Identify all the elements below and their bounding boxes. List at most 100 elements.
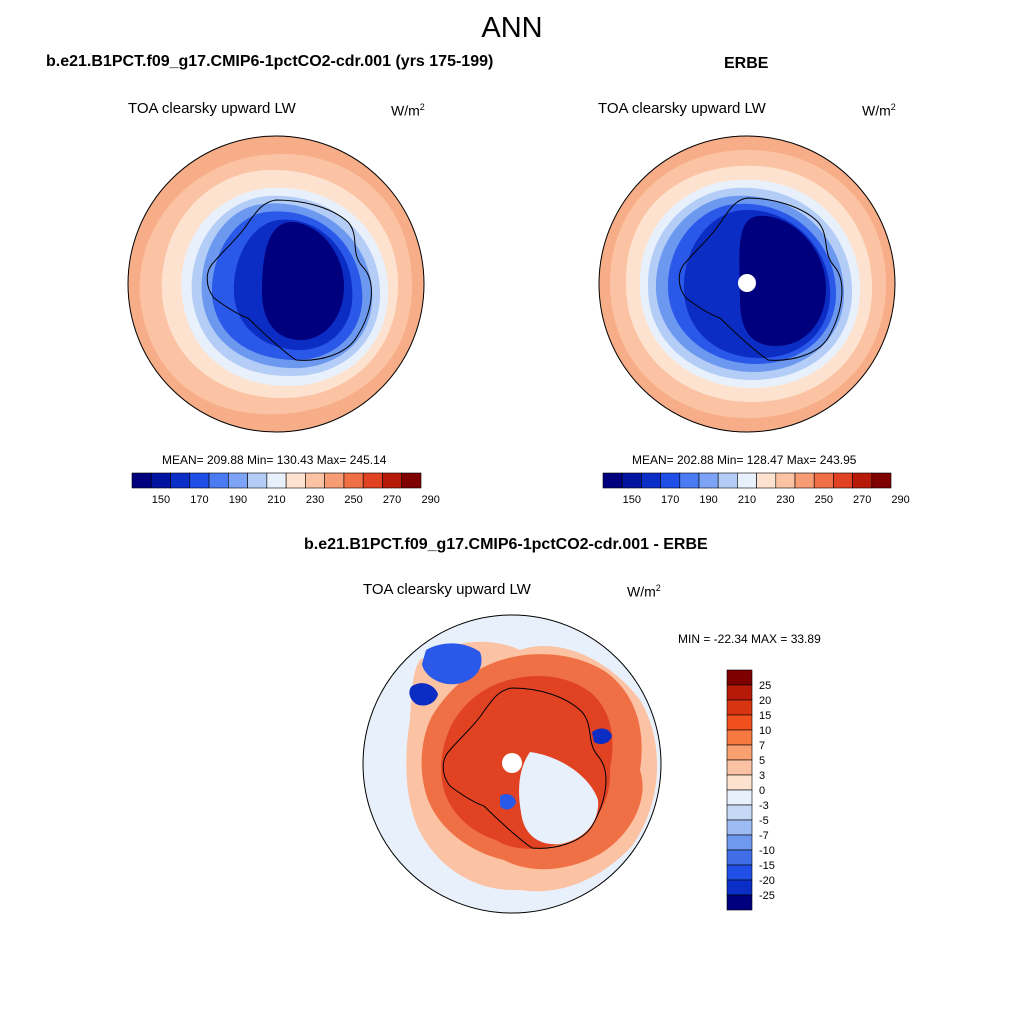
model-colorbar-box [401, 472, 422, 489]
diff-colorbar-box [726, 834, 753, 851]
diff-pole-hole [502, 753, 522, 773]
diff-case-title: b.e21.B1PCT.f09_g17.CMIP6-1pctCO2-cdr.00… [304, 536, 708, 553]
model-colorbar-box [208, 472, 229, 489]
model-colorbar-box [189, 472, 210, 489]
model-units: W/m2 [391, 102, 425, 119]
diff-colorbar-tick-label: 3 [759, 770, 765, 782]
obs-colorbar-box [602, 472, 623, 489]
model-colorbar-tick-label: 150 [152, 494, 170, 506]
obs-colorbar-box [756, 472, 777, 489]
obs-colorbar-tick-label: 290 [891, 494, 909, 506]
diff-polar-map [362, 614, 662, 914]
model-colorbar-tick-label: 210 [267, 494, 285, 506]
obs-colorbar-box [717, 472, 738, 489]
obs-case-title: ERBE [724, 55, 769, 72]
diff-colorbar-box [726, 714, 753, 731]
diff-blue-patch-north [422, 643, 482, 685]
diff-colorbar-box [726, 774, 753, 791]
diff-colorbar-tick-label: -20 [759, 875, 775, 887]
obs-colorbar-tick-label: 270 [853, 494, 871, 506]
model-colorbar-box [170, 472, 191, 489]
diff-variable-label: TOA clearsky upward LW [363, 581, 531, 598]
obs-colorbar-tick-label: 230 [776, 494, 794, 506]
diff-colorbar-tick-label: -3 [759, 800, 769, 812]
diff-colorbar-tick-label: -15 [759, 860, 775, 872]
obs-stats: MEAN= 202.88 Min= 128.47 Max= 243.95 [632, 453, 857, 467]
obs-colorbar-box [775, 472, 796, 489]
diff-units: W/m2 [627, 583, 661, 600]
diff-colorbar-tick-label: 7 [759, 740, 765, 752]
model-colorbar-tick-label: 230 [306, 494, 324, 506]
model-colorbar-box [150, 472, 171, 489]
model-colorbar-tick-label: 170 [190, 494, 208, 506]
model-colorbar-box [362, 472, 383, 489]
model-colorbar-box [131, 472, 152, 489]
obs-map-border [598, 135, 896, 433]
diff-colorbar-box [726, 864, 753, 881]
obs-colorbar-box [660, 472, 681, 489]
obs-core-deep [739, 215, 826, 346]
model-stats: MEAN= 209.88 Min= 130.43 Max= 245.14 [162, 453, 387, 467]
obs-variable-label: TOA clearsky upward LW [598, 100, 766, 117]
diff-blue-patch-east [592, 728, 612, 744]
model-colorbar-tick-label: 190 [229, 494, 247, 506]
obs-colorbar-box [737, 472, 757, 489]
diff-colorbar-tick-label: 10 [759, 725, 771, 737]
diff-inner-light-patch [519, 752, 599, 845]
diff-colorbar-tick-label: -5 [759, 815, 769, 827]
diff-colorbar-box [726, 684, 753, 701]
diff-colorbar-tick-label: -25 [759, 890, 775, 902]
diff-colorbar-box [726, 819, 753, 836]
model-colorbar-box [266, 472, 287, 489]
model-colorbar-box [343, 472, 364, 489]
diff-colorbar-box [726, 894, 753, 911]
model-colorbar-tick-label: 270 [383, 494, 401, 506]
diff-colorbar-box [726, 744, 753, 761]
diff-blue-patch-west [409, 683, 438, 706]
obs-colorbar-box [621, 472, 642, 489]
diff-colorbar-box [726, 804, 753, 821]
model-variable-label: TOA clearsky upward LW [128, 100, 296, 117]
diff-colorbar-tick-label: 15 [759, 710, 771, 722]
model-colorbar-box [324, 472, 345, 489]
diff-blue-patch-center [500, 794, 516, 810]
diff-colorbar-box [726, 729, 753, 746]
obs-colorbar: 150 170 190 210 230 250 270 290 [602, 472, 910, 506]
model-colorbar: 150 170 190 210 230 250 270 290 [131, 472, 440, 506]
model-core-deep [262, 222, 344, 341]
diff-colorbar-box [726, 789, 753, 806]
obs-colorbar-tick-label: 170 [661, 494, 679, 506]
model-polar-map [127, 135, 425, 433]
diff-colorbar-box [726, 669, 753, 686]
diff-colorbar-tick-label: 5 [759, 755, 765, 767]
diff-colorbar-box [726, 699, 753, 716]
diff-colorbar-box [726, 759, 753, 776]
diff-map-border [362, 614, 662, 914]
model-colorbar-tick-label: 250 [344, 494, 362, 506]
diff-colorbar-tick-label: -10 [759, 845, 775, 857]
obs-colorbar-box [871, 472, 892, 489]
model-colorbar-tick-label: 290 [421, 494, 439, 506]
model-colorbar-box [247, 472, 268, 489]
model-colorbar-box [382, 472, 403, 489]
diff-colorbar-tick-label: 0 [759, 785, 765, 797]
model-colorbar-box [285, 472, 306, 489]
diff-stats: MIN = -22.34 MAX = 33.89 [678, 632, 821, 646]
obs-antarctica-coastline [678, 197, 843, 361]
diff-colorbar-tick-label: -7 [759, 830, 769, 842]
model-colorbar-box [305, 472, 325, 489]
diff-colorbar-box [726, 849, 753, 866]
diff-antarctica-coastline [442, 687, 607, 849]
obs-colorbar-tick-label: 250 [815, 494, 833, 506]
model-colorbar-box [228, 472, 248, 489]
obs-colorbar-box [794, 472, 815, 489]
obs-colorbar-box [833, 472, 853, 489]
obs-colorbar-box [641, 472, 661, 489]
diff-colorbar: 25 20 15 10 7 5 3 0 -3 -5 -7 -10 -15 -20 -25 [726, 669, 775, 911]
obs-colorbar-box [679, 472, 700, 489]
diff-colorbar-tick-label: 20 [759, 695, 771, 707]
obs-polar-map [598, 135, 896, 433]
obs-units: W/m2 [862, 102, 896, 119]
obs-pole-hole [738, 274, 756, 292]
